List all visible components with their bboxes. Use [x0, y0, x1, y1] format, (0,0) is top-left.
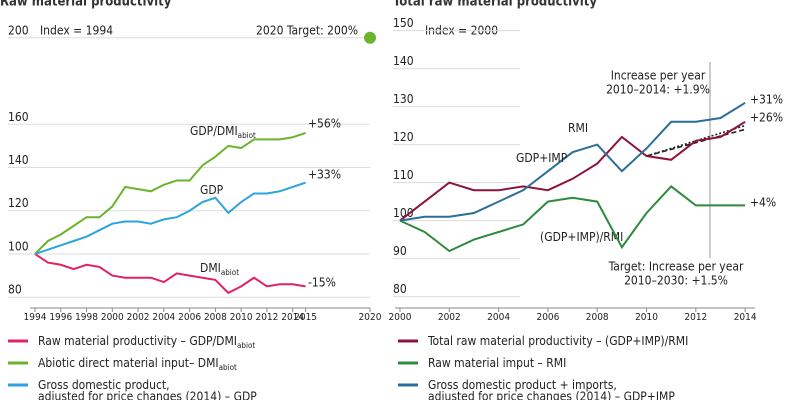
x-tick-label: 1994	[24, 312, 47, 323]
legend-label: Raw material imput – RMI	[428, 356, 566, 370]
x-tick-label: 2006	[536, 312, 559, 323]
series-line	[399, 101, 746, 222]
x-tick-label: 2000	[101, 312, 124, 323]
x-tick-label: 1996	[49, 312, 72, 323]
legend-label-main: Gross domestic product + imports,	[428, 378, 617, 392]
series-label-main: RMI	[568, 121, 588, 135]
y-tick-label: 120	[8, 196, 29, 210]
chart-title: Raw material productivity	[0, 0, 172, 10]
x-tick-label: 2008	[586, 312, 609, 323]
series-label-main: GDP+IMP	[516, 151, 568, 165]
series-label-main: DMI	[200, 261, 221, 275]
legend-label: Gross domestic product + imports,	[428, 378, 617, 392]
trend-line	[646, 124, 746, 157]
end-label: +33%	[308, 168, 341, 182]
legend-label-sub: abiot	[237, 341, 255, 350]
series-line	[34, 131, 306, 255]
y-tick-label: 160	[8, 110, 29, 124]
series-label: (GDP+IMP)/RMI	[540, 230, 623, 244]
legend-label: Gross domestic product,	[38, 378, 170, 392]
y-tick-label: 80	[8, 283, 22, 297]
series-label-main: (GDP+IMP)/RMI	[540, 230, 623, 244]
y-tick-label: 100	[393, 206, 414, 220]
end-label: -15%	[308, 276, 336, 290]
legend-label: adjusted for price changes (2014) – GDP	[38, 390, 257, 400]
legend-label-main: Abiotic direct material input– DMI	[38, 356, 219, 370]
y-tick-label: 130	[393, 92, 414, 106]
end-label: +26%	[750, 111, 783, 125]
end-label: +31%	[750, 93, 783, 107]
series-label-sub: abiot	[221, 268, 239, 277]
legend-label-main: Raw material imput – RMI	[428, 356, 566, 370]
y-tick-label: 120	[393, 130, 414, 144]
y-tick-label: 80	[393, 282, 407, 296]
legend-label-main: Raw material productivity – GDP/DMI	[38, 334, 237, 348]
legend-label: adjusted for price changes (2014) – GDP+…	[428, 390, 675, 400]
x-tick-label: 2004	[152, 312, 175, 323]
legend-label-main: Total raw material productivity – (GDP+I…	[427, 334, 688, 348]
x-tick-label: 2014	[281, 312, 304, 323]
annotation: 2010–2014: +1.9%	[606, 83, 710, 97]
series-line	[34, 253, 306, 295]
x-tick-label: 2002	[438, 312, 461, 323]
chart-title: Total raw material productivity	[393, 0, 597, 10]
y-tick-label: 140	[8, 153, 29, 167]
index-note: Index = 1994	[40, 24, 113, 38]
series-label: GDP	[200, 183, 224, 197]
series-label: DMIabiot	[200, 261, 239, 277]
legend-label-main: Gross domestic product,	[38, 378, 170, 392]
series-label-sub: abiot	[238, 131, 256, 140]
series-label-main: GDP/DMI	[190, 124, 238, 138]
series-label: GDP+IMP	[516, 151, 568, 165]
x-tick-label: 2004	[487, 312, 510, 323]
legend-label-sub: abiot	[219, 363, 237, 372]
series-line	[399, 185, 746, 253]
series-label: RMI	[568, 121, 588, 135]
y-tick-label: 100	[8, 239, 29, 253]
target-dot	[364, 31, 376, 44]
series-label: GDP/DMIabiot	[190, 124, 256, 140]
x-tick-label: 2015	[294, 312, 317, 323]
x-tick-label: 2002	[127, 312, 150, 323]
legend-label: Raw material productivity – GDP/DMIabiot	[38, 334, 255, 350]
x-tick-label: 1998	[75, 312, 98, 323]
end-label: +4%	[750, 196, 776, 210]
x-tick-label: 2010	[230, 312, 253, 323]
y-tick-label: 150	[393, 16, 414, 30]
annotation: 2010–2030: +1.5%	[624, 274, 728, 288]
x-tick-label: 2012	[255, 312, 278, 323]
y-tick-label: 200	[8, 23, 29, 37]
x-tick-label: 2006	[178, 312, 201, 323]
x-tick-label: 2010	[635, 312, 658, 323]
x-tick-label: 2020	[359, 312, 382, 323]
annotation: Increase per year	[611, 69, 706, 83]
end-label: +56%	[308, 117, 341, 131]
series-line	[34, 181, 306, 255]
series-label-main: GDP	[200, 183, 224, 197]
target-label: 2020 Target: 200%	[256, 24, 358, 38]
y-tick-label: 90	[393, 244, 407, 258]
x-tick-label: 2000	[389, 312, 412, 323]
series-line	[399, 120, 746, 222]
y-tick-label: 110	[393, 168, 414, 182]
y-tick-label: 140	[393, 54, 414, 68]
x-tick-label: 2012	[684, 312, 707, 323]
x-tick-label: 2014	[734, 312, 757, 323]
annotation: Target: Increase per year	[608, 260, 744, 274]
x-tick-label: 2008	[204, 312, 227, 323]
legend-label: Total raw material productivity – (GDP+I…	[427, 334, 688, 348]
legend-label: Abiotic direct material input– DMIabiot	[38, 356, 237, 372]
